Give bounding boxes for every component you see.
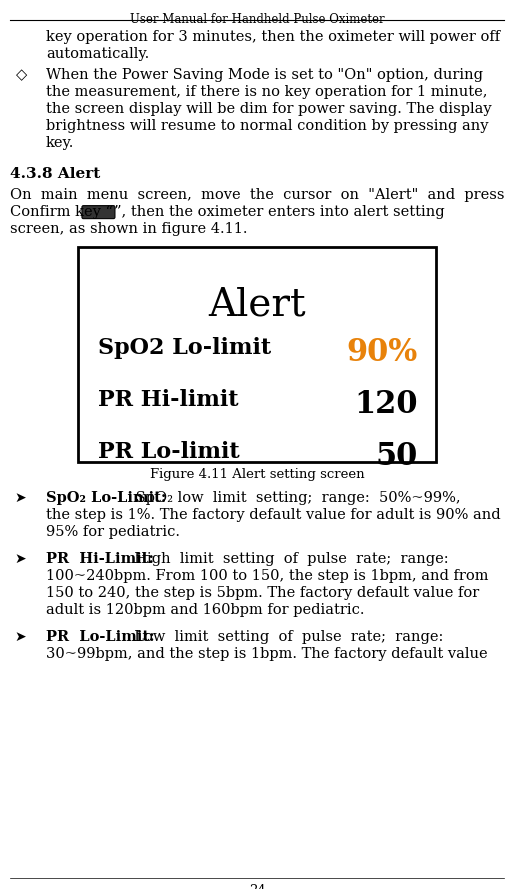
Text: User Manual for Handheld Pulse Oximeter: User Manual for Handheld Pulse Oximeter xyxy=(130,13,384,26)
Text: ➤: ➤ xyxy=(14,630,26,644)
Text: the step is 1%. The factory default value for adult is 90% and: the step is 1%. The factory default valu… xyxy=(46,508,501,522)
Text: On  main  menu  screen,  move  the  cursor  on  "Alert"  and  press: On main menu screen, move the cursor on … xyxy=(10,188,505,202)
Bar xyxy=(78,247,436,462)
Text: 30~99bpm, and the step is 1bpm. The factory default value: 30~99bpm, and the step is 1bpm. The fact… xyxy=(46,647,488,661)
Text: Figure 4.11 Alert setting screen: Figure 4.11 Alert setting screen xyxy=(150,468,364,481)
Text: ◇: ◇ xyxy=(16,68,28,82)
Text: PR  Hi-Limit:: PR Hi-Limit: xyxy=(46,552,154,566)
Text: 120: 120 xyxy=(355,389,418,420)
Text: the measurement, if there is no key operation for 1 minute,: the measurement, if there is no key oper… xyxy=(46,85,487,99)
Text: automatically.: automatically. xyxy=(46,47,149,61)
Text: ”, then the oximeter enters into alert setting: ”, then the oximeter enters into alert s… xyxy=(115,205,445,219)
Text: 100~240bpm. From 100 to 150, the step is 1bpm, and from: 100~240bpm. From 100 to 150, the step is… xyxy=(46,569,488,583)
Text: ➤: ➤ xyxy=(14,552,26,566)
Text: ➤: ➤ xyxy=(14,491,26,505)
Text: When the Power Saving Mode is set to "On" option, during: When the Power Saving Mode is set to "On… xyxy=(46,68,483,82)
Text: 90%: 90% xyxy=(347,337,418,368)
FancyBboxPatch shape xyxy=(82,205,115,219)
Text: PR Hi-limit: PR Hi-limit xyxy=(98,389,238,411)
Text: the screen display will be dim for power saving. The display: the screen display will be dim for power… xyxy=(46,102,491,116)
Text: adult is 120bpm and 160bpm for pediatric.: adult is 120bpm and 160bpm for pediatric… xyxy=(46,603,364,617)
Text: key.: key. xyxy=(46,136,75,150)
Text: 4.3.8 Alert: 4.3.8 Alert xyxy=(10,167,100,181)
Text: 95% for pediatric.: 95% for pediatric. xyxy=(46,525,180,539)
Text: Low  limit  setting  of  pulse  rate;  range:: Low limit setting of pulse rate; range: xyxy=(125,630,443,644)
Text: Alert: Alert xyxy=(208,287,306,324)
Text: screen, as shown in figure 4.11.: screen, as shown in figure 4.11. xyxy=(10,222,248,236)
Text: SpO₂ low  limit  setting;  range:  50%~99%,: SpO₂ low limit setting; range: 50%~99%, xyxy=(131,491,461,505)
Text: Confirm key “: Confirm key “ xyxy=(10,205,113,219)
Text: High  limit  setting  of  pulse  rate;  range:: High limit setting of pulse rate; range: xyxy=(125,552,448,566)
Text: key operation for 3 minutes, then the oximeter will power off: key operation for 3 minutes, then the ox… xyxy=(46,30,500,44)
Text: SpO₂ Lo-Limit:: SpO₂ Lo-Limit: xyxy=(46,491,167,505)
Text: 150 to 240, the step is 5bpm. The factory default value for: 150 to 240, the step is 5bpm. The factor… xyxy=(46,586,479,600)
Text: 24: 24 xyxy=(249,884,265,889)
Text: PR  Lo-Limit:: PR Lo-Limit: xyxy=(46,630,155,644)
Text: 50: 50 xyxy=(376,441,418,472)
Text: brightness will resume to normal condition by pressing any: brightness will resume to normal conditi… xyxy=(46,119,488,133)
Text: SpO2 Lo-limit: SpO2 Lo-limit xyxy=(98,337,271,359)
Text: PR Lo-limit: PR Lo-limit xyxy=(98,441,240,463)
